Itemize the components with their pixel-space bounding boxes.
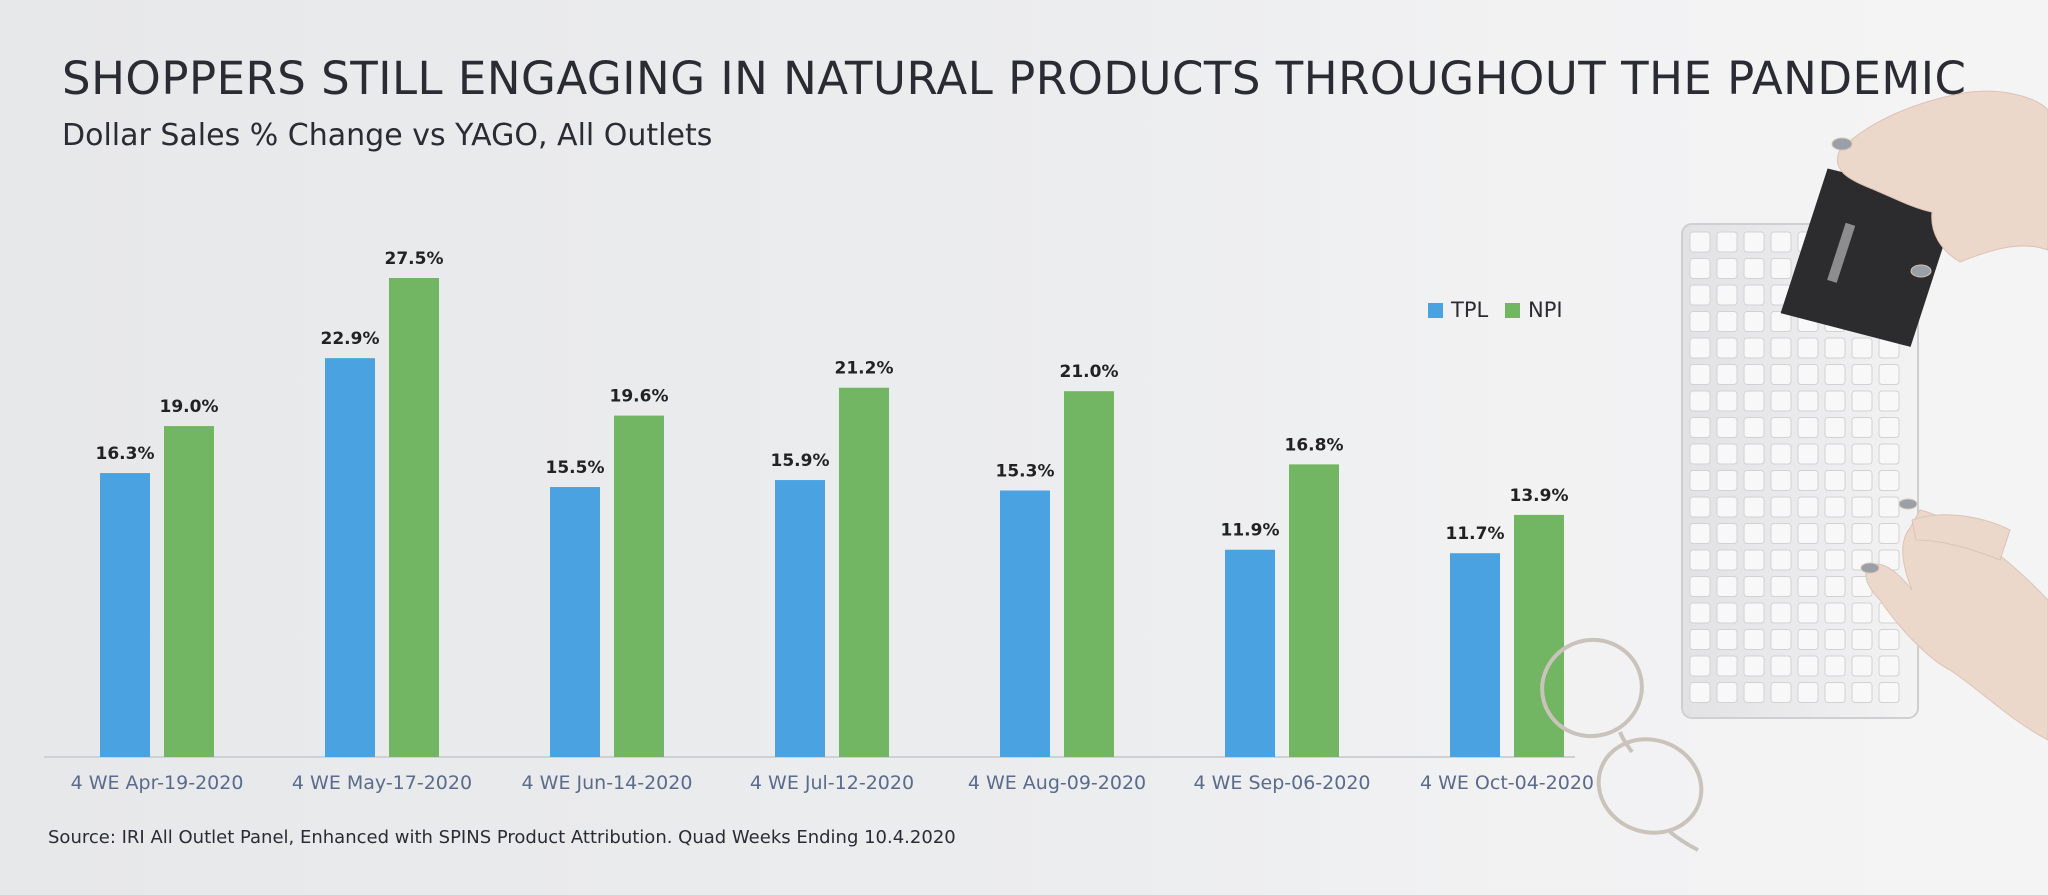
- bar-npi-6: [1514, 514, 1564, 757]
- bar-tpl-5: [1225, 549, 1275, 757]
- chart-title: SHOPPERS STILL ENGAGING IN NATURAL PRODU…: [62, 52, 1967, 105]
- data-label-npi-3: 21.2%: [835, 359, 894, 379]
- x-tick-label-3: 4 WE Jul-12-2020: [750, 772, 914, 794]
- bar-npi-3: [839, 387, 889, 757]
- data-label-tpl-1: 22.9%: [321, 329, 380, 349]
- upper-hand-icon: [1831, 90, 2048, 278]
- x-tick-label-0: 4 WE Apr-19-2020: [71, 772, 244, 794]
- legend-item-npi: NPI: [1505, 298, 1563, 322]
- x-tick-label-2: 4 WE Jun-14-2020: [522, 772, 693, 794]
- chart-subtitle: Dollar Sales % Change vs YAGO, All Outle…: [62, 118, 713, 153]
- bar-npi-0: [164, 426, 214, 757]
- bar-tpl-1: [325, 358, 375, 757]
- bar-npi-5: [1289, 464, 1339, 757]
- bar-tpl-6: [1450, 553, 1500, 757]
- eyeglasses-icon: [1540, 637, 1704, 852]
- legend-swatch-tpl: [1428, 302, 1443, 318]
- x-tick-label-1: 4 WE May-17-2020: [292, 772, 472, 794]
- bar-tpl-0: [100, 473, 150, 757]
- data-label-tpl-3: 15.9%: [771, 451, 830, 471]
- data-label-npi-1: 27.5%: [385, 249, 444, 269]
- legend-item-tpl: TPL: [1428, 298, 1488, 322]
- data-label-npi-5: 16.8%: [1285, 435, 1344, 455]
- keyboard-hands-photo: [1540, 90, 2048, 852]
- legend-label-npi: NPI: [1528, 298, 1563, 322]
- source-note: Source: IRI All Outlet Panel, Enhanced w…: [48, 827, 956, 848]
- legend-label-tpl: TPL: [1451, 298, 1489, 322]
- x-tick-label-5: 4 WE Sep-06-2020: [1193, 772, 1370, 794]
- data-label-tpl-4: 15.3%: [996, 462, 1055, 482]
- data-label-tpl-6: 11.7%: [1446, 524, 1505, 544]
- bar-tpl-4: [1000, 490, 1050, 757]
- data-label-npi-4: 21.0%: [1060, 362, 1119, 382]
- bar-npi-1: [389, 278, 439, 757]
- bar-tpl-3: [775, 480, 825, 757]
- data-label-tpl-2: 15.5%: [546, 458, 605, 478]
- credit-card-icon: [1780, 168, 1959, 347]
- data-label-npi-0: 19.0%: [160, 397, 219, 417]
- legend-swatch-npi: [1505, 302, 1520, 318]
- bar-npi-2: [614, 415, 664, 757]
- keyboard-icon: [1681, 223, 1919, 719]
- data-label-tpl-0: 16.3%: [96, 444, 155, 464]
- data-label-tpl-5: 11.9%: [1221, 521, 1280, 541]
- data-label-npi-6: 13.9%: [1510, 486, 1569, 506]
- bar-tpl-2: [550, 487, 600, 757]
- x-tick-label-6: 4 WE Oct-04-2020: [1420, 772, 1594, 794]
- bar-npi-4: [1064, 391, 1114, 757]
- bar-chart: 16.3% 19.0% 4 WE Apr-19-2020 22.9% 27.5% 4 WE…: [44, 249, 1594, 794]
- data-label-npi-2: 19.6%: [610, 387, 669, 407]
- lower-hand-icon: [1860, 498, 2048, 741]
- x-tick-label-4: 4 WE Aug-09-2020: [968, 772, 1146, 794]
